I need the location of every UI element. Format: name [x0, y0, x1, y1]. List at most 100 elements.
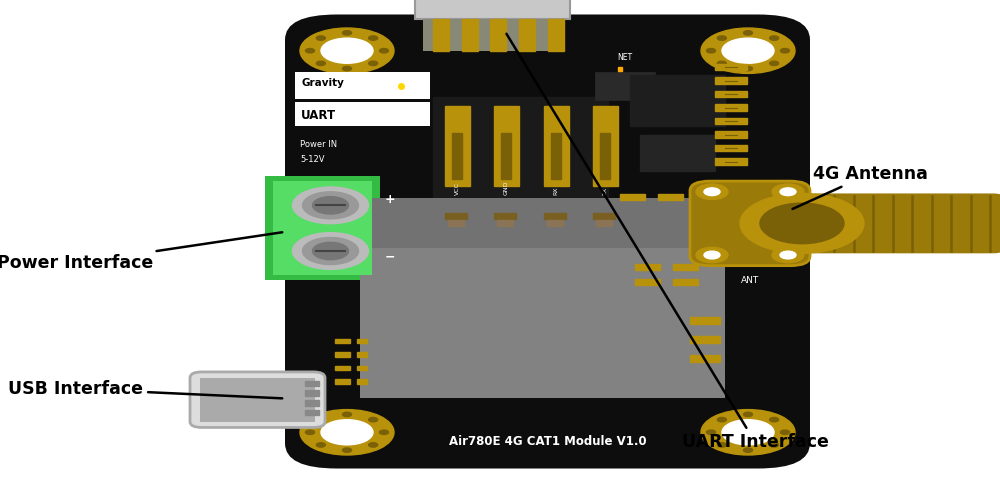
Text: Gravity: Gravity [301, 78, 344, 88]
Circle shape [292, 233, 368, 270]
Circle shape [316, 443, 325, 447]
Bar [551, 133, 561, 179]
Bar [305, 400, 319, 406]
Bar [547, 220, 563, 226]
Circle shape [770, 417, 779, 422]
Circle shape [369, 443, 378, 447]
Circle shape [704, 251, 720, 259]
FancyBboxPatch shape [190, 372, 325, 427]
Circle shape [706, 48, 716, 53]
Text: VCC: VCC [454, 182, 459, 195]
Circle shape [316, 61, 325, 66]
FancyBboxPatch shape [273, 181, 372, 275]
Circle shape [369, 61, 378, 66]
FancyBboxPatch shape [800, 193, 1000, 253]
Bar [673, 264, 698, 270]
Circle shape [780, 251, 796, 259]
Circle shape [696, 184, 728, 199]
Bar [544, 106, 569, 186]
Bar [772, 194, 797, 200]
Text: TX: TX [602, 186, 607, 195]
Circle shape [780, 188, 796, 196]
Text: 5-12V: 5-12V [300, 155, 324, 164]
Bar [433, 97, 608, 200]
Circle shape [300, 28, 394, 73]
Bar [593, 106, 618, 186]
Circle shape [722, 38, 774, 63]
Bar [715, 145, 747, 151]
Circle shape [740, 193, 864, 253]
Bar [635, 264, 660, 270]
FancyBboxPatch shape [415, 0, 570, 19]
Text: UART: UART [301, 109, 336, 122]
Circle shape [306, 48, 314, 53]
Circle shape [701, 410, 795, 455]
Bar [357, 339, 367, 343]
Bar [335, 366, 350, 370]
Bar [696, 194, 721, 200]
Circle shape [379, 48, 388, 53]
Circle shape [780, 48, 790, 53]
Circle shape [704, 188, 720, 196]
FancyBboxPatch shape [295, 102, 430, 126]
Text: GND: GND [504, 180, 509, 195]
Circle shape [696, 247, 728, 263]
Bar [635, 279, 660, 285]
Bar [494, 213, 516, 219]
Bar [548, 19, 564, 51]
Text: NET: NET [617, 54, 633, 62]
Circle shape [770, 36, 779, 40]
Bar [445, 213, 467, 219]
FancyBboxPatch shape [690, 181, 810, 266]
Bar [357, 352, 367, 357]
Bar [452, 133, 462, 179]
Text: Power IN: Power IN [300, 141, 337, 149]
FancyBboxPatch shape [295, 72, 430, 99]
Text: ANT: ANT [741, 276, 759, 284]
Bar [305, 390, 319, 396]
Circle shape [342, 66, 352, 71]
Bar [335, 379, 350, 384]
Circle shape [342, 412, 352, 416]
Bar [494, 106, 519, 186]
Bar [448, 220, 464, 226]
Circle shape [316, 417, 325, 422]
Circle shape [744, 30, 753, 35]
Text: UART Interface: UART Interface [506, 34, 828, 451]
Circle shape [744, 412, 753, 416]
Bar [445, 106, 470, 186]
Circle shape [780, 430, 790, 435]
FancyBboxPatch shape [265, 176, 380, 280]
Bar [734, 194, 759, 200]
Circle shape [772, 247, 804, 263]
Bar [630, 75, 725, 126]
Bar [673, 279, 698, 285]
Circle shape [760, 203, 844, 243]
Circle shape [302, 238, 358, 265]
FancyBboxPatch shape [200, 378, 315, 422]
Bar [715, 118, 747, 124]
Text: +: + [385, 193, 396, 206]
Circle shape [312, 242, 348, 260]
Circle shape [717, 36, 726, 40]
Circle shape [302, 192, 358, 219]
Circle shape [369, 417, 378, 422]
Bar [305, 381, 319, 386]
Circle shape [321, 420, 373, 445]
Bar [433, 19, 449, 51]
Circle shape [706, 430, 716, 435]
Circle shape [770, 61, 779, 66]
Bar [690, 355, 720, 362]
Circle shape [744, 66, 753, 71]
Bar [593, 213, 615, 219]
Bar [335, 352, 350, 357]
Bar [497, 220, 513, 226]
Bar [595, 72, 655, 100]
Circle shape [379, 430, 388, 435]
Circle shape [300, 410, 394, 455]
Circle shape [701, 28, 795, 73]
Circle shape [717, 443, 726, 447]
Text: 4G Antenna: 4G Antenna [793, 165, 927, 209]
Circle shape [292, 187, 368, 224]
Bar [357, 379, 367, 384]
